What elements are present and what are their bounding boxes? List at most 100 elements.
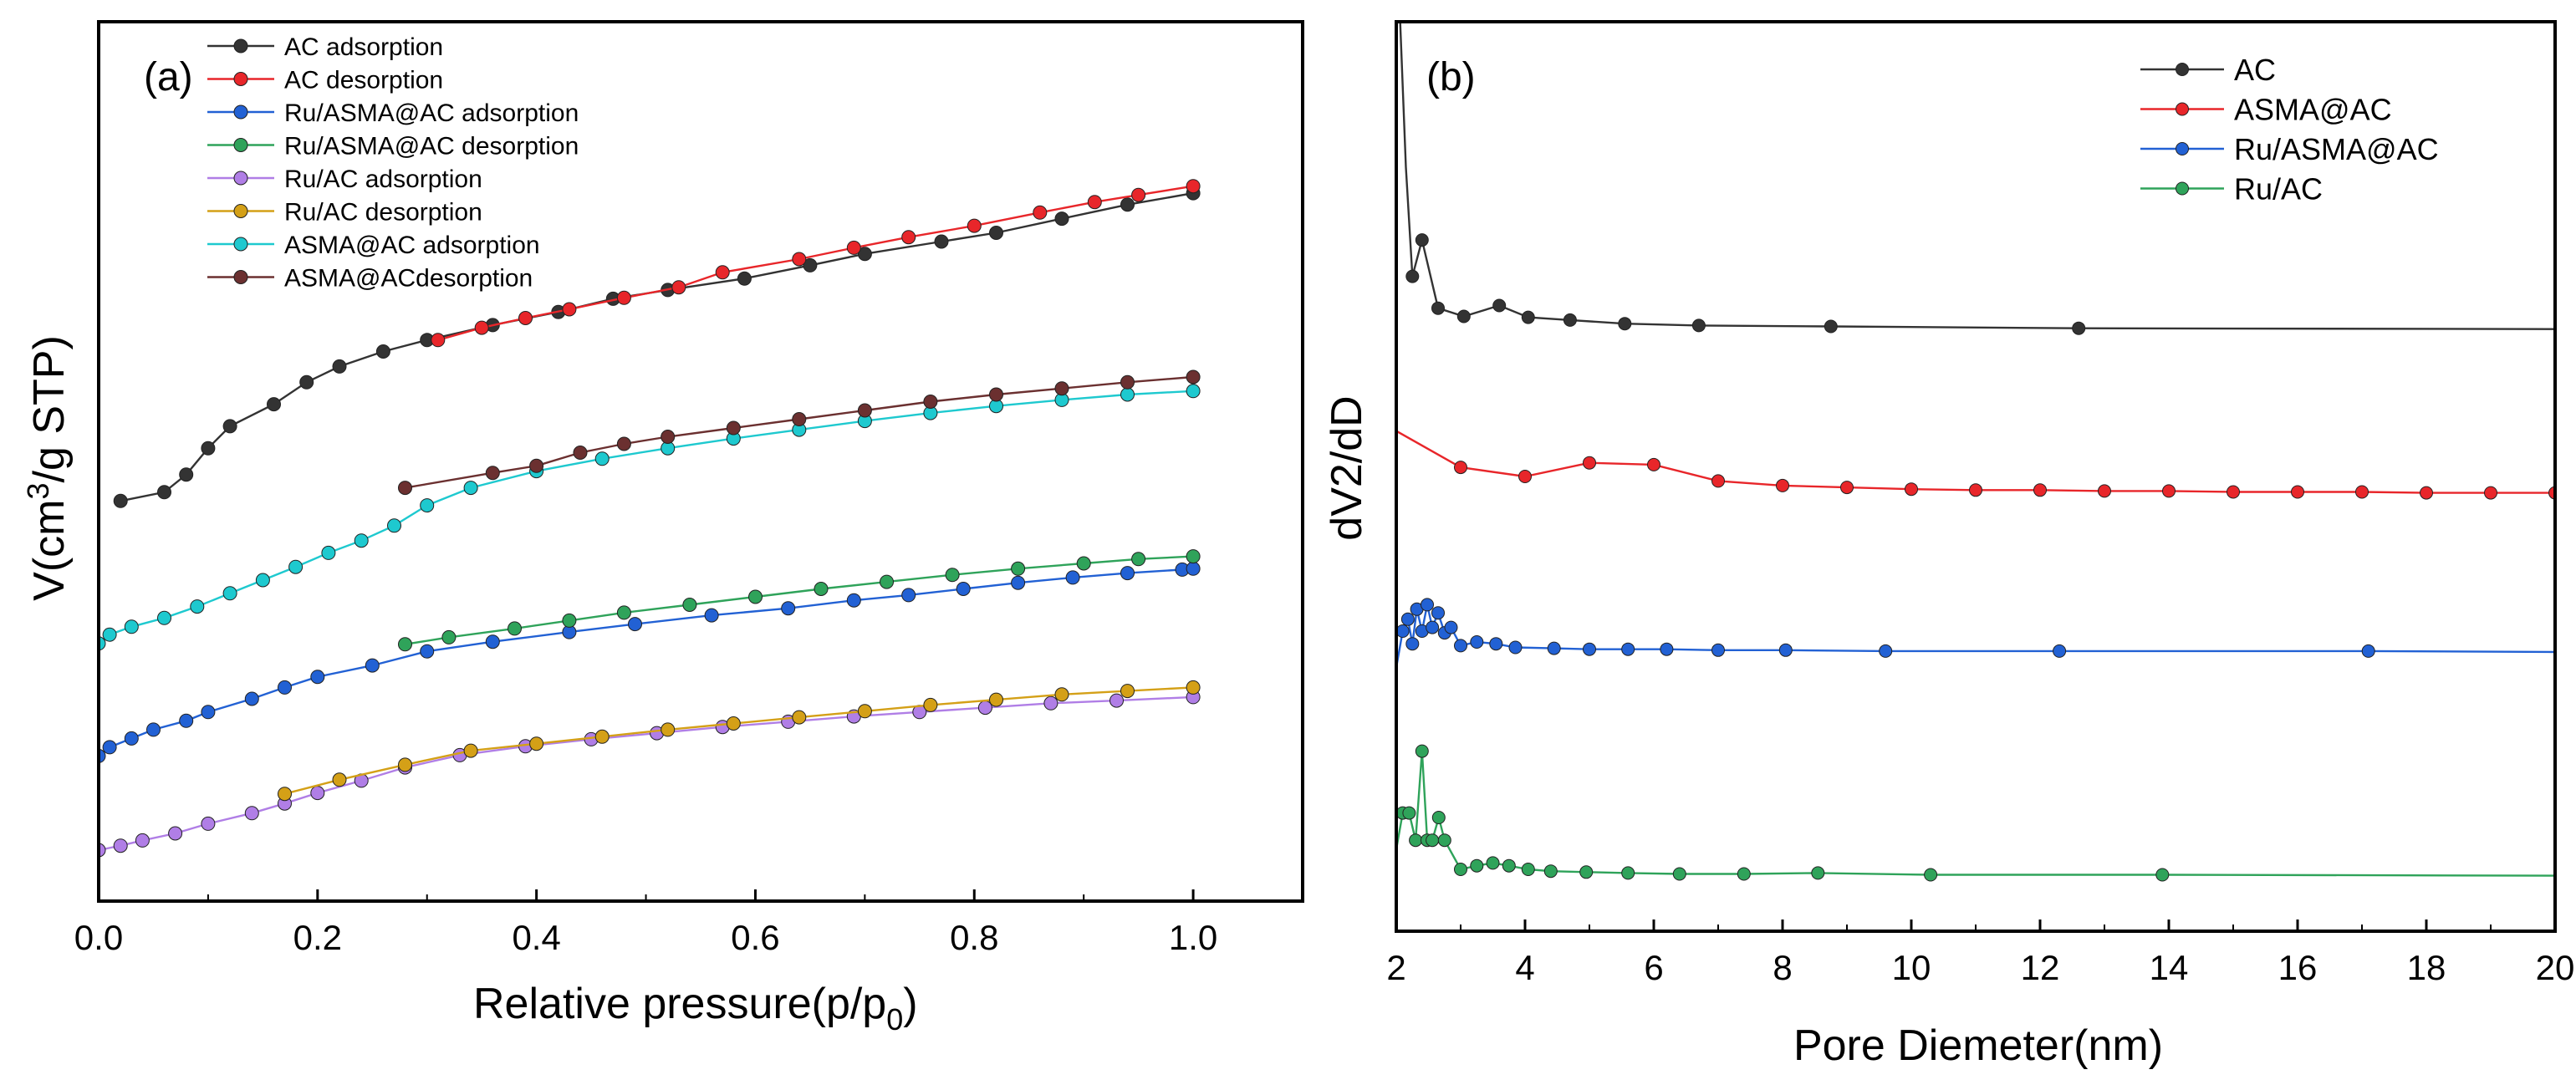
data-point	[2033, 483, 2047, 497]
data-point	[616, 290, 631, 305]
data-point	[1521, 863, 1535, 876]
data-point	[792, 412, 807, 426]
data-point	[485, 634, 500, 649]
data-point	[1415, 233, 1429, 247]
panel-a-x-axis-title: Relative pressure(p/p0)	[473, 980, 918, 1037]
data-point	[244, 806, 259, 821]
x-tick-label: 8	[1773, 948, 1792, 987]
panel-a-isotherms: 0.0 0.2 0.4 0.6 0.8 1.0 (a) Relative pressure…	[21, 20, 1304, 1037]
data-point	[1431, 811, 1446, 824]
series-ru-ac-adsorption	[99, 690, 1201, 858]
data-point	[529, 458, 544, 473]
x-tick-label: 0.0	[74, 918, 123, 957]
data-point	[1087, 195, 1102, 210]
legend-marker	[233, 204, 248, 218]
data-point	[124, 619, 139, 634]
data-point	[594, 451, 610, 466]
data-point	[1409, 833, 1423, 848]
data-point	[1444, 620, 1458, 634]
data-point	[1054, 687, 1069, 702]
data-point	[1543, 864, 1558, 879]
data-point	[278, 787, 292, 802]
data-point	[726, 420, 741, 436]
data-point	[299, 374, 314, 390]
series-asma-ac-adsorption	[99, 384, 1201, 651]
series-line-asma-acdesorption	[405, 375, 1194, 489]
legend-item-asma-ac-adsorption: ASMA@AC adsorption	[207, 232, 540, 259]
x-tick-label: 18	[2407, 948, 2446, 987]
data-point	[1492, 298, 1507, 313]
series-asma-acdesorption	[398, 369, 1201, 496]
panel-b-label: (b)	[1426, 55, 1476, 99]
data-point	[857, 247, 872, 262]
series-ru-asma-ac-desorption	[398, 549, 1201, 652]
series-line-ru-ac-adsorption	[99, 695, 1194, 852]
data-point	[1583, 456, 1596, 470]
data-point	[1120, 566, 1135, 581]
data-point	[1396, 624, 1410, 638]
data-point	[989, 692, 1003, 707]
panel-b-y-axis-title: dV2/dD	[1323, 395, 1371, 540]
panel-a-plot-area	[99, 179, 1201, 858]
panel-a-y-axis-title: V(cm3/g STP)	[21, 335, 74, 601]
data-point	[1405, 637, 1420, 651]
data-point	[956, 582, 971, 596]
data-point	[1454, 863, 1467, 876]
data-point	[2355, 485, 2369, 499]
data-point	[1811, 866, 1825, 880]
data-point	[1579, 865, 1594, 879]
data-point	[431, 333, 446, 348]
data-point	[1043, 695, 1058, 711]
series-ru-ac	[1396, 744, 2555, 882]
data-point	[1521, 310, 1535, 324]
x-tick-label: 4	[1515, 948, 1534, 987]
data-point	[989, 226, 1003, 240]
data-point	[1011, 561, 1026, 576]
data-point	[2361, 644, 2375, 658]
data-point	[508, 621, 522, 636]
x-tick-label: 6	[1644, 948, 1663, 987]
legend-item-ru-ac-adsorption: Ru/AC adsorption	[207, 166, 482, 193]
data-point	[1054, 211, 1069, 227]
data-point	[1120, 374, 1135, 390]
data-point	[441, 629, 457, 644]
legend-item-ru-ac: Ru/AC	[2140, 172, 2323, 206]
data-point	[1621, 866, 1635, 880]
x-tick-label: 14	[2150, 948, 2189, 987]
data-point	[1969, 483, 1982, 497]
panel-b-x-ticks: 2 4 6 8 10 12 14 16 18 20	[1386, 919, 2574, 987]
legend-marker	[2176, 142, 2189, 155]
data-point	[803, 257, 818, 273]
data-point	[201, 705, 216, 720]
data-point	[573, 446, 588, 460]
panel-a-frame	[97, 20, 1304, 903]
data-point	[1400, 612, 1415, 626]
legend-item-ru-asma-ac-adsorption: Ru/ASMA@AC adsorption	[207, 99, 579, 127]
data-point	[814, 582, 829, 596]
data-point	[1054, 381, 1069, 396]
legend-item-ru-asma-ac-desorption: Ru/ASMA@AC desorption	[207, 133, 579, 160]
data-point	[1470, 858, 1484, 873]
legend-label: ASMA@ACdesorption	[284, 265, 533, 293]
data-point	[846, 593, 861, 608]
legend-marker	[233, 171, 248, 186]
data-point	[846, 240, 861, 255]
x-tick-label: 12	[2021, 948, 2060, 987]
panel-b-pore-distribution: 2 4 6 8 10 12 14 16 18 20 (b) Pore Diemeter(nm) d…	[1323, 20, 2574, 1070]
series-ac	[1399, 22, 2555, 335]
panel-a-x-ticks: 0.0 0.2 0.4 0.6 0.8 1.0	[74, 889, 1217, 957]
data-point	[1824, 319, 1838, 334]
data-point	[1131, 187, 1146, 202]
data-point	[628, 617, 642, 632]
series-ru-asma-ac-adsorption	[99, 561, 1201, 763]
data-point	[420, 644, 435, 659]
data-point	[661, 430, 676, 444]
data-point	[1186, 549, 1201, 564]
data-point	[1405, 269, 1420, 283]
legend-label: Ru/AC desorption	[284, 199, 482, 227]
data-point	[1563, 313, 1577, 327]
data-point	[715, 265, 730, 280]
data-point	[375, 344, 390, 359]
data-point	[594, 729, 610, 744]
data-point	[1737, 867, 1751, 881]
